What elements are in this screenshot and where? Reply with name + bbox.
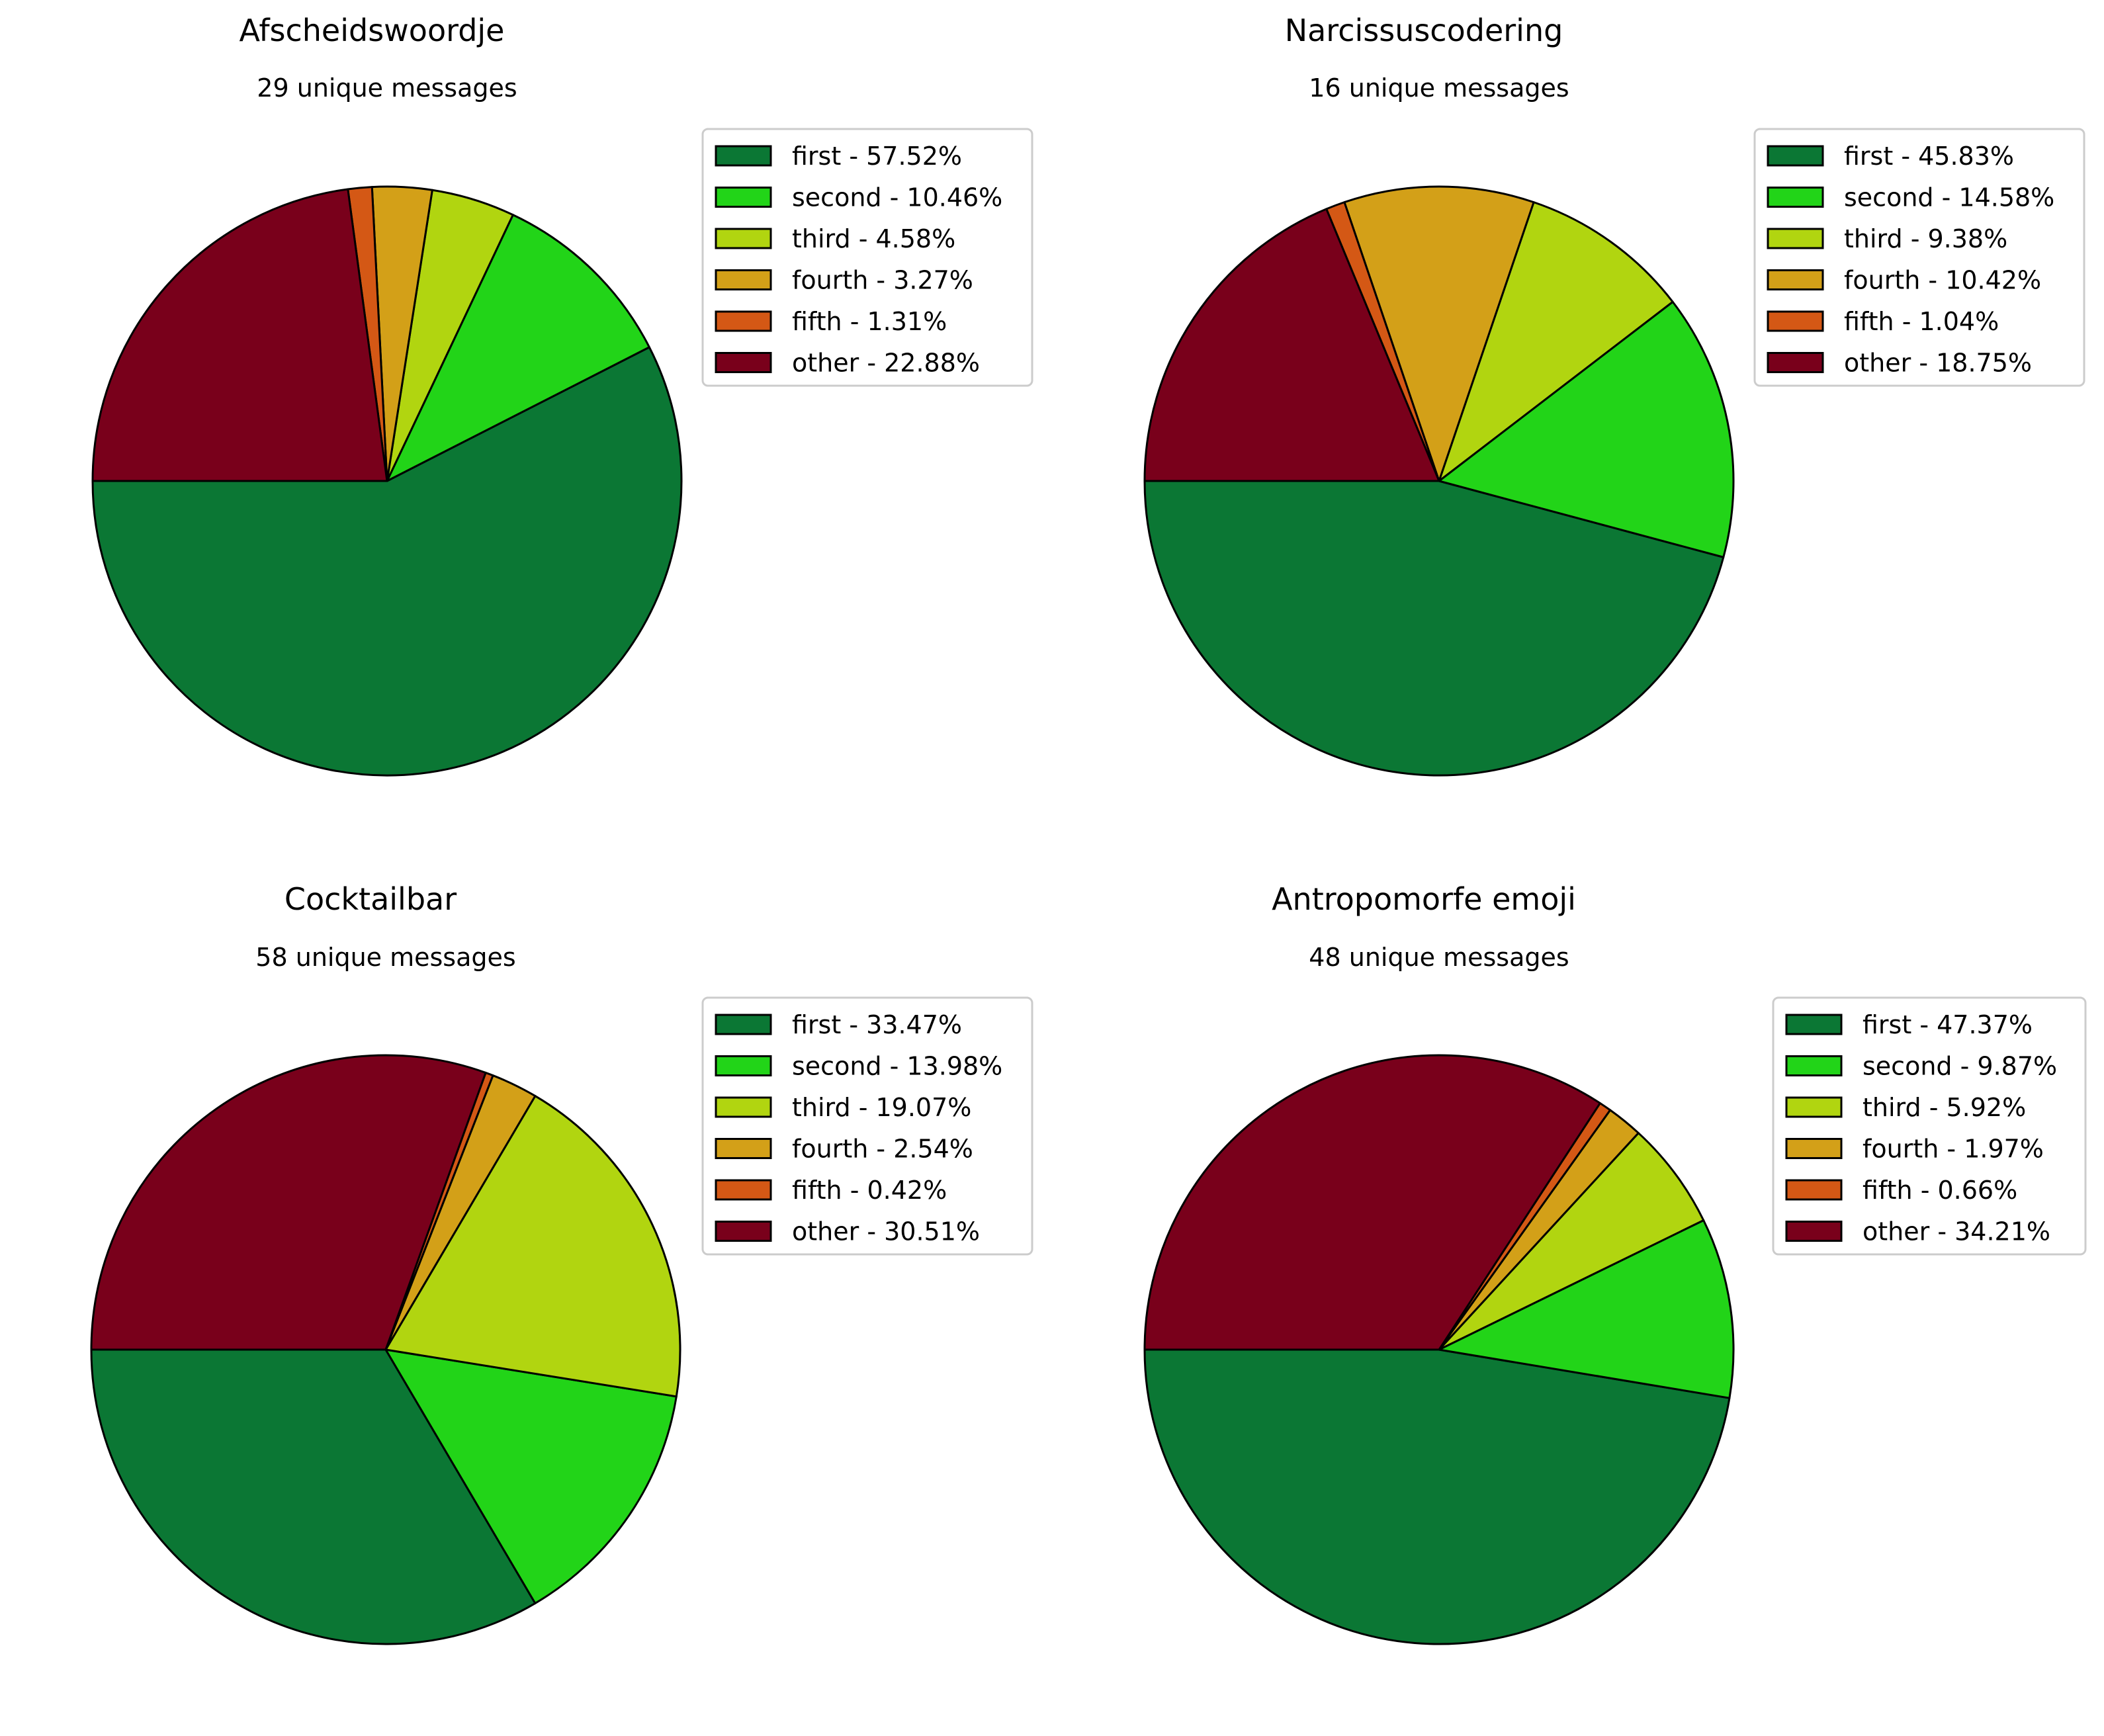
pie-slice-second [386,214,650,482]
legend-label-third: third - 4.58% [792,224,955,253]
panel-subtitle: 16 unique messages [1309,73,1569,103]
pie-slice-second [384,1348,678,1604]
pie-slices [1143,185,1735,777]
legend: first - 47.37% second - 9.87% third - 5.92… [1772,996,2087,1256]
pie-panel-cocktailbar: Cocktailbar 58 unique messages first - 3… [90,881,1033,1645]
legend-label-second: second - 14.58% [1844,183,2054,212]
pie-slice-fourth [1343,185,1535,482]
legend-swatch-first [715,1014,772,1035]
pie-slices [91,185,683,777]
pie-slice-first [1143,480,1725,777]
legend-swatch-first [1785,1014,1843,1035]
legend-swatch-other [1767,352,1824,373]
legend-swatch-third [715,1096,772,1118]
legend-label-fifth: fifth - 1.04% [1844,307,1999,336]
legend-label-third: third - 5.92% [1863,1093,2026,1122]
pie-slices [90,1054,681,1645]
pie-slice-first [1143,1348,1731,1645]
pie-panel-narcissuscodering: Narcissuscodering 16 unique messages fir… [1143,13,2085,777]
legend-swatch-fifth [715,1179,772,1201]
legend-label-fifth: fifth - 1.31% [792,307,947,336]
legend-label-first: first - 57.52% [792,142,962,171]
legend-label-fifth: fifth - 0.66% [1863,1176,2017,1205]
pie-slice-first [91,346,683,777]
legend-swatch-other [1785,1221,1843,1242]
legend-swatch-second [1767,187,1824,208]
legend-swatch-fifth [715,310,772,332]
pie-slice-first [90,1348,537,1645]
legend-label-fourth: fourth - 10.42% [1844,266,2041,295]
legend-frame [701,128,1033,387]
legend-label-fifth: fifth - 0.42% [792,1176,947,1205]
legend-label-first: first - 45.83% [1844,142,2014,171]
panel-subtitle: 58 unique messages [255,943,515,972]
legend-label-third: third - 9.38% [1844,224,2007,253]
legend: first - 33.47% second - 13.98% third - 19.… [701,996,1033,1256]
panel-title: Afscheidswoordje [240,13,505,48]
pie-slice-third [1438,1132,1705,1351]
legend-label-other: other - 30.51% [792,1217,980,1246]
legend-label-second: second - 9.87% [1863,1052,2057,1081]
legend-label-second: second - 10.46% [792,183,1002,212]
legend-swatch-first [1767,145,1824,167]
legend-swatch-fourth [715,269,772,290]
pie-slice-second [1438,1219,1735,1399]
pie-slice-other [91,188,388,482]
pie-slice-other [90,1054,487,1351]
panel-title: Narcissuscodering [1285,13,1563,48]
panel-title: Antropomorfe emoji [1272,881,1576,917]
legend-label-other: other - 22.88% [792,349,980,378]
legend-label-second: second - 13.98% [792,1052,1002,1081]
legend-swatch-fourth [715,1138,772,1159]
pie-slice-second [1438,300,1735,558]
panel-subtitle: 29 unique messages [257,73,517,103]
legend-label-third: third - 19.07% [792,1093,971,1122]
legend-swatch-other [715,1221,772,1242]
pie-panel-antropomorfe-emoji: Antropomorfe emoji 48 unique messages fi… [1143,881,2087,1645]
legend-swatch-second [715,1055,772,1076]
legend-swatch-third [1785,1096,1843,1118]
legend-swatch-fifth [1785,1179,1843,1201]
pie-slice-other [1143,208,1440,482]
legend-label-fourth: fourth - 2.54% [792,1135,973,1164]
legend-swatch-third [715,228,772,249]
pie-slice-third [1438,201,1674,482]
pie-slice-other [1143,1054,1601,1351]
pie-panel-afscheidswoordje: Afscheidswoordje 29 unique messages firs… [91,13,1033,777]
legend-label-first: first - 33.47% [792,1010,962,1039]
legend-swatch-second [715,187,772,208]
legend-frame [1772,996,2087,1256]
legend-frame [701,996,1033,1256]
legend-swatch-fifth [1767,310,1824,332]
legend-label-fourth: fourth - 3.27% [792,266,973,295]
legend-label-fourth: fourth - 1.97% [1863,1135,2044,1164]
legend-swatch-fourth [1767,269,1824,290]
pie-slice-third [384,1095,681,1398]
legend: first - 45.83% second - 14.58% third - 9.3… [1753,128,2085,387]
legend-label-other: other - 34.21% [1863,1217,2050,1246]
panel-title: Cocktailbar [285,881,457,917]
legend-label-first: first - 47.37% [1863,1010,2033,1039]
legend-frame [1753,128,2085,387]
pie-slices [1143,1054,1735,1645]
legend-swatch-second [1785,1055,1843,1076]
legend-swatch-third [1767,228,1824,249]
legend: first - 57.52% second - 10.46% third - 4.5… [701,128,1033,387]
legend-label-other: other - 18.75% [1844,349,2032,378]
legend-swatch-fourth [1785,1138,1843,1159]
panel-subtitle: 48 unique messages [1309,943,1569,972]
legend-swatch-other [715,352,772,373]
legend-swatch-first [715,145,772,167]
